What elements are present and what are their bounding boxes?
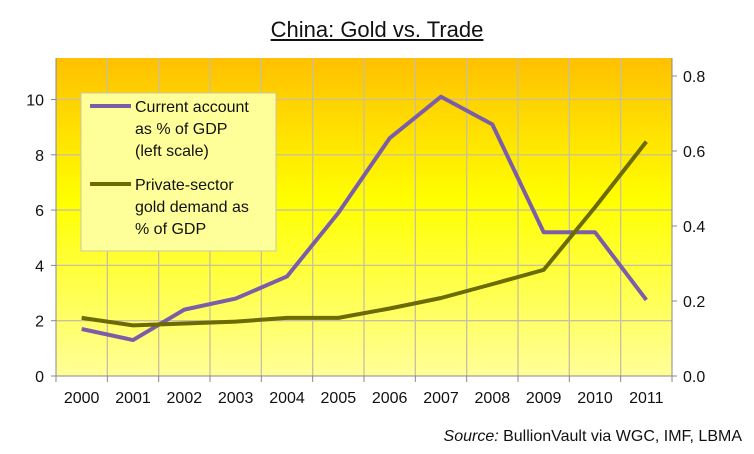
right-tick-label: 0.2 xyxy=(683,294,705,311)
left-tick-label: 2 xyxy=(35,314,44,331)
series-line-0 xyxy=(81,94,648,343)
x-tick-label: 2003 xyxy=(218,390,254,407)
legend-label: gold demand as xyxy=(135,199,249,216)
legend: Current account as % of GDP (left scale) Pr… xyxy=(80,92,277,252)
x-tick-label: 2009 xyxy=(526,390,562,407)
x-tick-label: 2006 xyxy=(372,390,408,407)
legend-label: (left scale) xyxy=(135,143,209,160)
series-line-1 xyxy=(81,140,648,328)
legend-label: Private-sector xyxy=(135,177,234,194)
x-tick-label: 2008 xyxy=(475,390,511,407)
x-tick-label: 2001 xyxy=(115,390,151,407)
legend-label: Current account xyxy=(135,99,249,116)
right-tick-label: 0.8 xyxy=(683,69,705,86)
x-tick-label: 2004 xyxy=(269,390,305,407)
left-tick-label: 4 xyxy=(35,258,44,275)
x-tick-label: 2010 xyxy=(577,390,613,407)
left-tick-label: 10 xyxy=(26,92,44,109)
x-tick-label: 2002 xyxy=(167,390,203,407)
chart-title: China: Gold vs. Trade xyxy=(270,17,484,42)
source-note: Source: BullionVault via WGC, IMF, LBMA xyxy=(443,428,742,445)
x-tick-label: 2007 xyxy=(423,390,459,407)
legend-label: as % of GDP xyxy=(135,121,227,138)
legend-label: % of GDP xyxy=(135,221,206,238)
left-tick-label: 0 xyxy=(35,369,44,386)
x-tick-label: 2011 xyxy=(629,390,664,407)
right-tick-label: 0.4 xyxy=(683,219,705,236)
left-tick-label: 6 xyxy=(35,203,44,220)
x-tick-label: 2000 xyxy=(64,390,100,407)
left-tick-label: 8 xyxy=(35,148,44,165)
right-tick-label: 0.0 xyxy=(683,369,705,386)
right-tick-label: 0.6 xyxy=(683,144,705,161)
x-tick-label: 2005 xyxy=(321,390,357,407)
